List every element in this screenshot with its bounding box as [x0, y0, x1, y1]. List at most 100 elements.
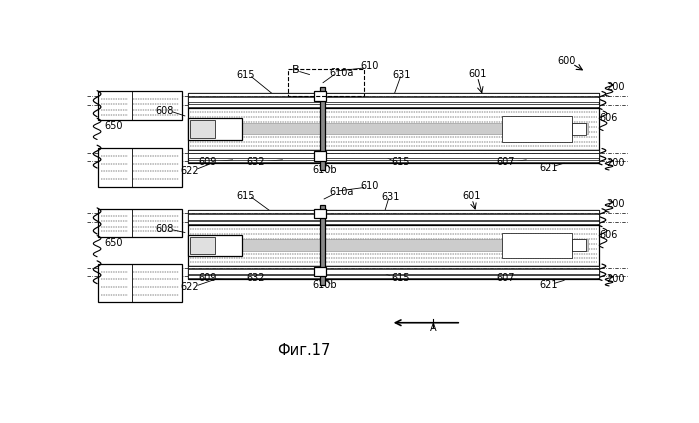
- Bar: [342, 266, 346, 268]
- Bar: [584, 93, 589, 96]
- Bar: [410, 211, 414, 213]
- Bar: [281, 150, 285, 153]
- Bar: [493, 159, 498, 162]
- Bar: [395, 221, 399, 223]
- Bar: [190, 159, 194, 162]
- Bar: [562, 159, 565, 162]
- Bar: [266, 266, 270, 268]
- Bar: [554, 211, 558, 213]
- Bar: [251, 159, 254, 162]
- Bar: [524, 221, 528, 223]
- Bar: [493, 221, 498, 223]
- Bar: [532, 275, 535, 277]
- Bar: [357, 93, 361, 96]
- Bar: [539, 150, 543, 153]
- Bar: [198, 103, 202, 106]
- Bar: [357, 275, 361, 277]
- Bar: [288, 69, 363, 96]
- Bar: [463, 266, 467, 268]
- Bar: [403, 266, 406, 268]
- Bar: [554, 221, 558, 223]
- Bar: [418, 103, 421, 106]
- Bar: [266, 159, 270, 162]
- Bar: [190, 103, 194, 106]
- Bar: [471, 159, 475, 162]
- Bar: [433, 159, 437, 162]
- Bar: [319, 93, 323, 96]
- Bar: [440, 159, 445, 162]
- Bar: [572, 123, 586, 135]
- Bar: [577, 93, 581, 96]
- Bar: [98, 264, 182, 302]
- Bar: [187, 221, 599, 224]
- Bar: [463, 150, 467, 153]
- Bar: [524, 266, 528, 268]
- Bar: [319, 103, 323, 106]
- Bar: [410, 159, 414, 162]
- Bar: [380, 275, 384, 277]
- Bar: [592, 266, 596, 268]
- Bar: [502, 233, 572, 258]
- Bar: [532, 159, 535, 162]
- Bar: [187, 225, 599, 266]
- Text: 609: 609: [199, 157, 217, 167]
- Bar: [334, 93, 338, 96]
- Bar: [486, 159, 490, 162]
- Bar: [365, 159, 368, 162]
- Bar: [562, 93, 565, 96]
- Bar: [187, 108, 599, 150]
- Bar: [448, 93, 452, 96]
- Bar: [198, 150, 202, 153]
- Bar: [357, 103, 361, 106]
- Bar: [539, 275, 543, 277]
- Bar: [463, 93, 467, 96]
- Bar: [190, 237, 215, 254]
- Text: 631: 631: [382, 192, 400, 202]
- Bar: [327, 93, 331, 96]
- Bar: [266, 211, 270, 213]
- Bar: [221, 93, 224, 96]
- Bar: [342, 103, 346, 106]
- Bar: [190, 266, 194, 268]
- Bar: [570, 221, 573, 223]
- Bar: [532, 266, 535, 268]
- Bar: [395, 211, 399, 213]
- Bar: [350, 266, 354, 268]
- Bar: [433, 266, 437, 268]
- Bar: [554, 266, 558, 268]
- Bar: [342, 93, 346, 96]
- Bar: [501, 93, 505, 96]
- Bar: [281, 275, 285, 277]
- Bar: [304, 159, 308, 162]
- Bar: [327, 266, 331, 268]
- Bar: [471, 211, 475, 213]
- Bar: [315, 151, 326, 160]
- Bar: [312, 221, 315, 223]
- Bar: [387, 103, 391, 106]
- Bar: [570, 103, 573, 106]
- Bar: [198, 221, 202, 223]
- Bar: [584, 150, 589, 153]
- Bar: [539, 221, 543, 223]
- Bar: [229, 221, 232, 223]
- Bar: [463, 275, 467, 277]
- Bar: [342, 159, 346, 162]
- Bar: [312, 93, 315, 96]
- Bar: [486, 275, 490, 277]
- Bar: [266, 275, 270, 277]
- Bar: [229, 211, 232, 213]
- Bar: [259, 211, 262, 213]
- Bar: [251, 275, 254, 277]
- Bar: [342, 150, 346, 153]
- Bar: [312, 211, 315, 213]
- Bar: [198, 159, 202, 162]
- Bar: [229, 159, 232, 162]
- Text: A: A: [430, 323, 436, 332]
- Bar: [592, 211, 596, 213]
- Bar: [190, 221, 194, 223]
- Text: 601: 601: [468, 69, 487, 79]
- Bar: [198, 93, 202, 96]
- Bar: [532, 150, 535, 153]
- Bar: [187, 269, 599, 274]
- Bar: [547, 221, 551, 223]
